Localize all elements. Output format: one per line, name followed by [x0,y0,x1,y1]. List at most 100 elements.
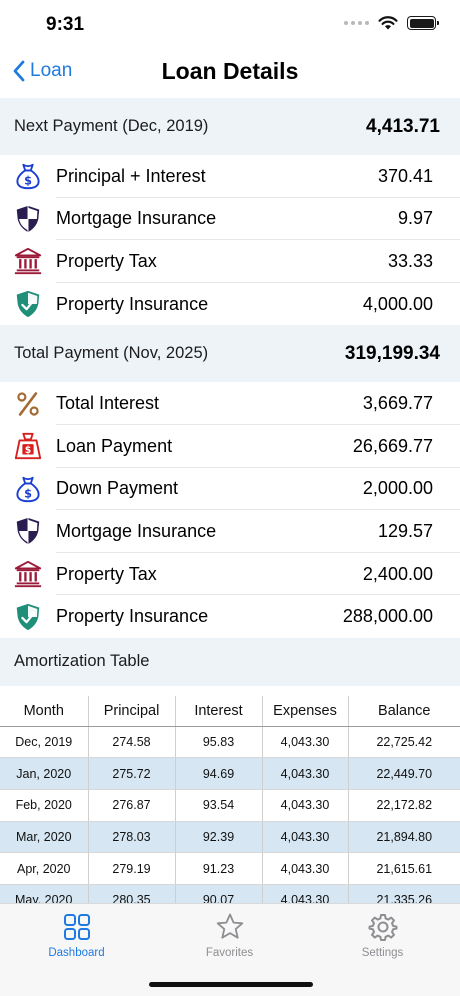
tab-favorites-label: Favorites [205,947,254,959]
cell-expenses: 4,043.30 [262,757,349,790]
row-value: 33.33 [387,250,433,271]
total-down-payment-row: Down Payment 2,000.00 [0,468,460,511]
back-button-label: Loan [30,60,73,81]
status-time: 9:31 [46,14,85,35]
row-label: Mortgage Insurance [56,520,217,541]
row-label: Property Insurance [56,293,209,314]
tab-dashboard[interactable]: Dashboard [0,912,153,959]
row-label: Loan Payment [56,435,173,456]
cellular-signal-icon [344,21,369,25]
tab-dashboard-label: Dashboard [48,947,105,959]
row-label: Property Insurance [56,606,209,627]
row-label: Property Tax [56,563,157,584]
shield-check-icon [0,289,56,319]
bank-icon [0,246,56,276]
cell-principal: 274.58 [88,726,176,759]
row-value: 370.41 [377,165,433,186]
cell-expenses: 4,043.30 [262,789,349,822]
amortization-table: Month Principal Interest Expenses Balanc… [0,696,460,903]
column-header-expenses: Expenses [262,696,349,727]
next-property-insurance-row: Property Insurance 4,000.00 [0,283,460,326]
table-row: Feb, 2020 276.87 93.54 4,043.30 22,172.8… [0,789,460,822]
column-header-balance: Balance [348,696,460,727]
row-label: Mortgage Insurance [56,208,217,229]
column-header-interest: Interest [175,696,263,727]
cell-month: Mar, 2020 [0,821,89,854]
cell-principal: 275.72 [88,757,176,790]
amortization-table-header: Amortization Table [0,637,460,686]
cell-interest: 94.69 [175,757,263,790]
total-payment-header: Total Payment (Nov, 2025) 319,199.34 [0,325,460,383]
table-row: Apr, 2020 279.19 91.23 4,043.30 21,615.6… [0,852,460,885]
cell-interest: 92.39 [175,821,263,854]
cell-principal: 276.87 [88,789,176,822]
bank-icon [0,559,56,589]
next-payment-header: Next Payment (Dec, 2019) 4,413.71 [0,98,460,155]
cell-balance: 21,615.61 [348,852,460,885]
table-row: Mar, 2020 278.03 92.39 4,043.30 21,894.8… [0,821,460,854]
money-bag-icon [0,474,56,504]
tab-settings-label: Settings [361,947,404,959]
gear-icon [306,912,459,942]
cell-month: Dec, 2019 [0,726,89,759]
tab-favorites[interactable]: Favorites [153,912,306,959]
cell-interest: 90.07 [175,884,263,903]
cell-principal: 278.03 [88,821,176,854]
cell-expenses: 4,043.30 [262,726,349,759]
star-icon [153,912,306,942]
cell-balance: 22,725.42 [348,726,460,759]
shield-icon [0,516,56,546]
back-button[interactable]: Loan [12,60,72,82]
grid-icon [0,912,153,942]
total-payment-amount: 319,199.34 [344,342,440,364]
percent-icon [0,390,56,418]
page-title: Loan Details [161,58,299,84]
next-payment-label: Next Payment (Dec, 2019) [14,117,209,135]
row-label: Property Tax [56,250,157,271]
cell-expenses: 4,043.30 [262,821,349,854]
column-header-principal: Principal [88,696,176,727]
cell-balance: 21,894.80 [348,821,460,854]
row-value: 288,000.00 [342,606,433,627]
amortization-table-title: Amortization Table [14,652,150,671]
cell-balance: 22,449.70 [348,757,460,790]
next-payment-amount: 4,413.71 [366,115,440,137]
cell-expenses: 4,043.30 [262,852,349,885]
row-value: 9.97 [397,208,433,229]
next-mortgage-insurance-row: Mortgage Insurance 9.97 [0,198,460,241]
dollar-tag-icon [0,431,56,461]
total-loan-payment-row: Loan Payment 26,669.77 [0,425,460,468]
amortization-table-scroll[interactable]: Month Principal Interest Expenses Balanc… [0,696,460,903]
next-principal-interest-row: Principal + Interest 370.41 [0,155,460,198]
tab-settings[interactable]: Settings [306,912,459,959]
cell-expenses: 4,043.30 [262,884,349,903]
cell-month: Feb, 2020 [0,789,89,822]
cell-interest: 91.23 [175,852,263,885]
home-indicator [149,982,313,987]
table-header-row: Month Principal Interest Expenses Balanc… [0,696,460,727]
cell-balance: 22,172.82 [348,789,460,822]
table-row: May, 2020 280.35 90.07 4,043.30 21,335.2… [0,884,460,903]
total-property-tax-row: Property Tax 2,400.00 [0,553,460,596]
cell-interest: 93.54 [175,789,263,822]
table-row: Dec, 2019 274.58 95.83 4,043.30 22,725.4… [0,726,460,759]
cell-month: Jan, 2020 [0,757,89,790]
status-icons [344,16,439,30]
cell-month: Apr, 2020 [0,852,89,885]
money-bag-icon [0,161,56,191]
total-payment-label: Total Payment (Nov, 2025) [14,344,209,363]
cell-balance: 21,335.26 [348,884,460,903]
wifi-icon [378,16,398,30]
shield-icon [0,204,56,234]
next-property-tax-row: Property Tax 33.33 [0,240,460,283]
row-value: 26,669.77 [352,435,433,456]
row-label: Total Interest [56,393,160,414]
cell-principal: 279.19 [88,852,176,885]
row-value: 4,000.00 [362,293,433,314]
row-label: Principal + Interest [56,165,206,186]
column-header-month: Month [0,696,89,727]
row-value: 2,000.00 [362,478,433,499]
loan-details-content: Next Payment (Dec, 2019) 4,413.71 Princi… [0,98,460,686]
cell-principal: 280.35 [88,884,176,903]
cell-interest: 95.83 [175,726,263,759]
